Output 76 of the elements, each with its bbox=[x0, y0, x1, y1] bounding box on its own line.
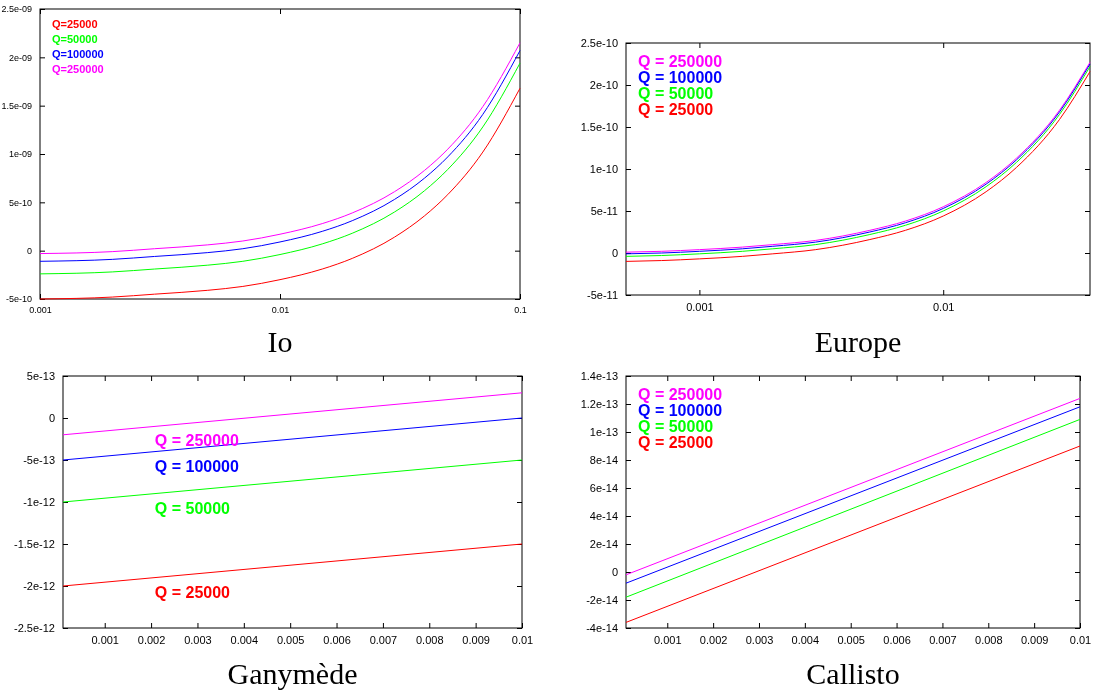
text: Q = 25000 bbox=[638, 434, 714, 451]
text: Callisto bbox=[806, 657, 900, 690]
y-tick-label: 2.5e-09 bbox=[1, 4, 32, 15]
text: Q=100000 bbox=[52, 48, 104, 60]
x-tick-label: 0.001 bbox=[29, 305, 52, 316]
y-tick-label: 1e-13 bbox=[589, 426, 618, 439]
text: Io bbox=[267, 325, 293, 358]
text: Q = 50000 bbox=[638, 85, 714, 102]
x-tick-label: 0.01 bbox=[933, 300, 955, 313]
y-tick-label: 2e-10 bbox=[589, 79, 618, 92]
y-tick-label: 0 bbox=[611, 566, 618, 579]
y-tick-label: -5e-13 bbox=[23, 454, 55, 467]
y-tick-label: -2e-12 bbox=[23, 580, 55, 593]
x-tick-label: 0.006 bbox=[323, 633, 351, 646]
x-tick-label: 0.004 bbox=[230, 633, 259, 646]
y-tick-label: -1e-12 bbox=[23, 496, 55, 509]
x-tick-label: 0.01 bbox=[1069, 633, 1092, 646]
series-label: Q = 250000 bbox=[154, 432, 239, 450]
text: Q=250000 bbox=[52, 63, 104, 75]
x-tick-label: 0.007 bbox=[929, 633, 957, 646]
y-tick-label: 1.5e-10 bbox=[580, 121, 618, 134]
x-tick-label: 0.003 bbox=[184, 633, 212, 646]
x-tick-label: 0.006 bbox=[883, 633, 911, 646]
text: Q = 100000 bbox=[638, 69, 723, 86]
y-tick-label: 5e-11 bbox=[590, 205, 618, 218]
y-tick-label: 6e-14 bbox=[589, 482, 618, 495]
x-tick-label: 0.01 bbox=[271, 305, 290, 316]
x-tick-label: 0.003 bbox=[745, 633, 774, 646]
x-tick-label: 0.005 bbox=[276, 633, 305, 646]
y-tick-label: -2.5e-12 bbox=[14, 622, 55, 635]
x-tick-label: 0.004 bbox=[791, 633, 820, 646]
text: Q=50000 bbox=[52, 33, 98, 45]
text: Ganymède bbox=[227, 657, 358, 690]
y-tick-label: 2e-14 bbox=[589, 538, 618, 551]
y-tick-label: -2e-14 bbox=[586, 594, 618, 607]
x-tick-label: 0.009 bbox=[462, 633, 490, 646]
y-tick-label: 1e-10 bbox=[589, 163, 618, 176]
series-label: Q = 50000 bbox=[154, 499, 231, 517]
x-tick-label: 0.005 bbox=[837, 633, 865, 646]
x-tick-label: 0.009 bbox=[1020, 633, 1049, 646]
x-tick-label: 0.007 bbox=[369, 633, 398, 646]
text: Q = 250000 bbox=[638, 386, 723, 403]
text: Q = 100000 bbox=[638, 402, 723, 419]
text: Q = 50000 bbox=[638, 418, 714, 435]
y-tick-label: 1.5e-09 bbox=[1, 101, 32, 112]
text: Europe bbox=[814, 325, 902, 358]
y-tick-label: -1.5e-12 bbox=[14, 538, 55, 551]
y-tick-label: -5e-10 bbox=[5, 294, 32, 305]
text: Q = 25000 bbox=[638, 101, 714, 118]
y-tick-label: 1.2e-13 bbox=[580, 398, 618, 411]
y-tick-label: 5e-10 bbox=[8, 197, 32, 208]
x-tick-label: 0.01 bbox=[511, 633, 534, 646]
y-tick-label: 0 bbox=[48, 412, 55, 425]
x-tick-label: 0.008 bbox=[975, 633, 1003, 646]
y-tick-label: -5e-11 bbox=[587, 289, 618, 302]
y-tick-label: 0 bbox=[26, 246, 32, 257]
y-tick-label: 1.4e-13 bbox=[580, 370, 618, 383]
y-tick-label: 0 bbox=[611, 247, 618, 260]
x-tick-label: 0.001 bbox=[654, 633, 682, 646]
x-tick-label: 0.002 bbox=[699, 633, 728, 646]
x-tick-label: 0.008 bbox=[416, 633, 444, 646]
series-label: Q = 100000 bbox=[154, 457, 239, 475]
text: Q = 250000 bbox=[638, 53, 723, 70]
x-tick-label: 0.001 bbox=[686, 300, 714, 313]
y-tick-label: 1e-09 bbox=[8, 149, 32, 160]
y-tick-label: -4e-14 bbox=[586, 622, 618, 635]
y-tick-label: 4e-14 bbox=[589, 510, 618, 523]
x-tick-label: 0.1 bbox=[514, 305, 527, 316]
series-label: Q = 25000 bbox=[154, 583, 231, 601]
y-tick-label: 8e-14 bbox=[589, 454, 618, 467]
y-tick-label: 2e-09 bbox=[8, 52, 32, 63]
y-tick-label: 5e-13 bbox=[26, 370, 55, 383]
y-tick-label: 2.5e-10 bbox=[580, 37, 618, 50]
x-tick-label: 0.002 bbox=[137, 633, 166, 646]
x-tick-label: 0.001 bbox=[91, 633, 119, 646]
text: Q=25000 bbox=[52, 18, 98, 30]
